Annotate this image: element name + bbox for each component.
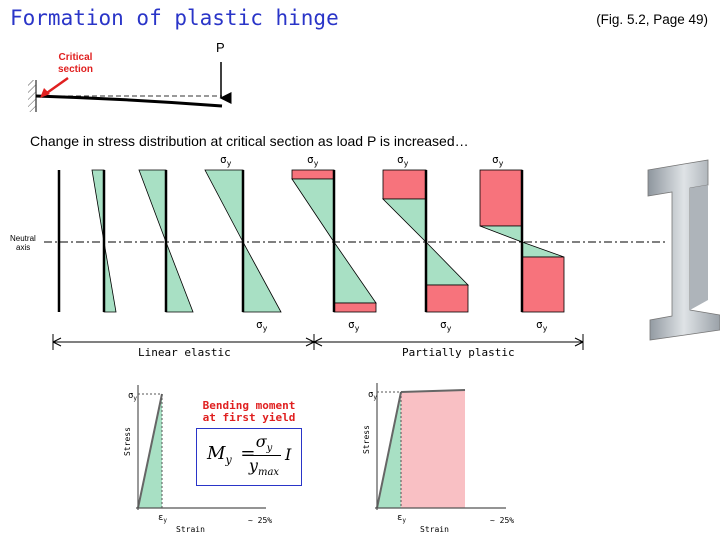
sigma-top-5: σy: [307, 153, 319, 168]
graph-2: σy εy Strain ~ 25% Stress: [362, 383, 514, 534]
load-label: P: [216, 40, 225, 55]
beam-deflected: [35, 94, 223, 108]
sigma-top-4: σy: [220, 153, 232, 168]
graph1-x-tick: εy: [158, 513, 167, 524]
region-dimension: [52, 334, 584, 350]
stage-3-stress: [138, 169, 194, 313]
stage-5-stress: [291, 169, 377, 313]
sigma-bottom-7: σy: [536, 318, 548, 333]
graph1-y-tick: σy: [128, 391, 137, 402]
partially-plastic-label: Partially plastic: [402, 346, 515, 359]
sigma-labels-top: σy σy σy σy: [220, 153, 504, 168]
cantilever-beam: P: [28, 40, 232, 112]
stage-7-stress: [479, 169, 565, 313]
stage-4-stress: [204, 169, 282, 313]
moment-formula: My = σy ymax I: [196, 428, 302, 486]
neutral-axis-label-1: Neutral: [10, 234, 36, 243]
graph2-x-tick: εy: [397, 513, 406, 524]
stage-6-stress: [382, 169, 469, 313]
stage-2-stress: [91, 169, 117, 313]
graph2-ylabel: Stress: [362, 425, 371, 454]
critical-section-label: Critical section: [58, 52, 94, 75]
graph2-y-tick: σy: [368, 390, 377, 401]
sigma-top-6: σy: [397, 153, 409, 168]
sigma-labels-bottom: σy σy σy σy: [256, 318, 548, 333]
graph1-x-end: ~ 25%: [248, 516, 272, 525]
graph1-ylabel: Stress: [123, 427, 132, 456]
graph2-x-end: ~ 25%: [490, 516, 514, 525]
neutral-axis-label-2: axis: [16, 243, 30, 252]
graph1-xlabel: Strain: [176, 525, 205, 534]
sigma-bottom-4: σy: [256, 318, 268, 333]
linear-elastic-label: Linear elastic: [138, 346, 231, 359]
page-title: Formation of plastic hinge: [10, 6, 339, 30]
i-beam-image: [647, 159, 720, 341]
sigma-top-7: σy: [492, 153, 504, 168]
fixed-support: [28, 80, 36, 112]
figure-reference: (Fig. 5.2, Page 49): [596, 12, 708, 27]
graph-1: σy εy Strain ~ 25% Stress: [123, 385, 272, 534]
graph2-xlabel: Strain: [420, 525, 449, 534]
bending-moment-label: Bending moment at first yield: [202, 399, 296, 424]
subtitle: Change in stress distribution at critica…: [30, 133, 469, 149]
sigma-bottom-6: σy: [440, 318, 452, 333]
sigma-bottom-5: σy: [348, 318, 360, 333]
